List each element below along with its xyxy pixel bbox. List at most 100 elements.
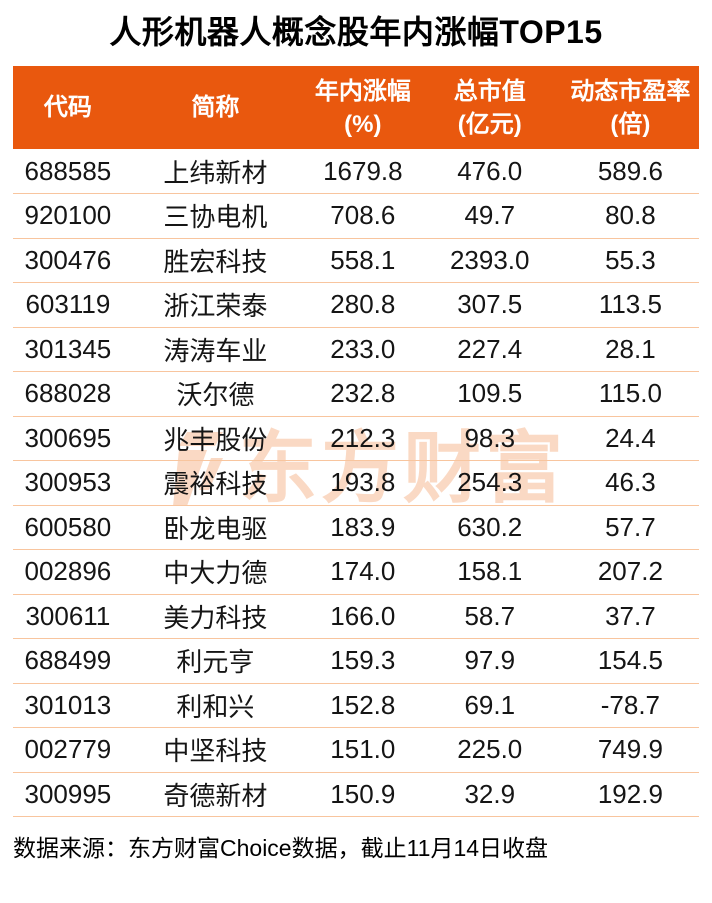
- table-header: 代码 简称 年内涨幅 (%) 总市值 (亿元) 动态市盈率 (倍): [13, 66, 699, 149]
- table-row: 920100 三协电机 708.6 49.7 80.8: [13, 193, 699, 239]
- cell-name: 沃尔德: [122, 371, 308, 417]
- cell-pe: 46.3: [561, 460, 699, 506]
- cell-cap: 32.9: [417, 772, 562, 817]
- cell-cap: 98.3: [417, 416, 562, 461]
- cell-name: 奇德新材: [122, 772, 308, 817]
- cell-gain: 708.6: [307, 193, 418, 239]
- cell-pe: 113.5: [561, 282, 699, 328]
- cell-cap: 227.4: [417, 327, 562, 372]
- cell-code: 002896: [13, 549, 123, 595]
- cell-code: 301013: [13, 683, 123, 728]
- cell-code: 300611: [13, 594, 123, 639]
- table-row: 301345 涛涛车业 233.0 227.4 28.1: [13, 327, 699, 372]
- header-row: 代码 简称 年内涨幅 (%) 总市值 (亿元) 动态市盈率 (倍): [13, 66, 699, 149]
- cell-gain: 159.3: [307, 638, 418, 684]
- table-row: 300953 震裕科技 193.8 254.3 46.3: [13, 460, 699, 506]
- data-table: 代码 简称 年内涨幅 (%) 总市值 (亿元) 动态市盈率 (倍) 688585 上纬新材 167…: [13, 66, 699, 817]
- cell-cap: 69.1: [417, 683, 562, 728]
- cell-name: 胜宏科技: [122, 238, 308, 283]
- cell-cap: 254.3: [417, 460, 562, 506]
- page-title: 人形机器人概念股年内涨幅TOP15: [109, 14, 603, 50]
- cell-code: 688585: [13, 149, 123, 194]
- cell-name: 震裕科技: [122, 460, 308, 506]
- cell-gain: 280.8: [307, 282, 418, 328]
- cell-pe: 192.9: [561, 772, 699, 817]
- cell-name: 中坚科技: [122, 727, 308, 773]
- stock-table: 东方财富 代码 简称 年内涨幅 (%) 总市值 (亿元) 动态市盈率 (倍) 688585 上纬…: [13, 66, 699, 817]
- cell-gain: 166.0: [307, 594, 418, 639]
- cell-code: 920100: [13, 193, 123, 239]
- cell-gain: 193.8: [307, 460, 418, 506]
- cell-pe: 37.7: [561, 594, 699, 639]
- table-row: 300476 胜宏科技 558.1 2393.0 55.3: [13, 238, 699, 283]
- table-row: 688499 利元亨 159.3 97.9 154.5: [13, 638, 699, 684]
- column-header-pe: 动态市盈率 (倍): [570, 77, 691, 138]
- column-header-name: 简称: [191, 94, 240, 121]
- cell-name: 浙江荣泰: [122, 282, 308, 328]
- cell-cap: 109.5: [417, 371, 562, 417]
- cell-code: 300953: [13, 460, 123, 506]
- cell-gain: 232.8: [307, 371, 418, 417]
- cell-cap: 97.9: [417, 638, 562, 684]
- cell-code: 301345: [13, 327, 123, 372]
- cell-pe: 115.0: [561, 371, 699, 417]
- cell-code: 603119: [13, 282, 123, 328]
- table-body: 688585 上纬新材 1679.8 476.0 589.6 920100 三协电机 708.…: [13, 149, 699, 817]
- table-row: 002779 中坚科技 151.0 225.0 749.9: [13, 727, 699, 773]
- table-row: 300611 美力科技 166.0 58.7 37.7: [13, 594, 699, 639]
- cell-name: 中大力德: [122, 549, 308, 595]
- cell-name: 利元亨: [122, 638, 308, 684]
- cell-gain: 212.3: [307, 416, 418, 461]
- cell-cap: 2393.0: [417, 238, 562, 283]
- table-row: 300695 兆丰股份 212.3 98.3 24.4: [13, 416, 699, 461]
- cell-cap: 49.7: [417, 193, 562, 239]
- table-row: 603119 浙江荣泰 280.8 307.5 113.5: [13, 282, 699, 328]
- table-row: 600580 卧龙电驱 183.9 630.2 57.7: [13, 505, 699, 550]
- cell-code: 300476: [13, 238, 123, 283]
- cell-pe: 24.4: [561, 416, 699, 461]
- cell-pe: 749.9: [561, 727, 699, 773]
- cell-name: 美力科技: [122, 594, 308, 639]
- cell-name: 利和兴: [122, 683, 308, 728]
- cell-cap: 630.2: [417, 505, 562, 550]
- cell-name: 兆丰股份: [122, 416, 308, 461]
- cell-pe: -78.7: [561, 683, 699, 728]
- table-row: 688028 沃尔德 232.8 109.5 115.0: [13, 371, 699, 417]
- table-row: 300995 奇德新材 150.9 32.9 192.9: [13, 772, 699, 817]
- cell-gain: 150.9: [307, 772, 418, 817]
- cell-name: 上纬新材: [122, 149, 308, 194]
- cell-code: 600580: [13, 505, 123, 550]
- cell-name: 涛涛车业: [122, 327, 308, 372]
- cell-pe: 589.6: [561, 149, 699, 194]
- cell-pe: 57.7: [561, 505, 699, 550]
- cell-gain: 233.0: [307, 327, 418, 372]
- cell-code: 300695: [13, 416, 123, 461]
- cell-name: 三协电机: [122, 193, 308, 239]
- cell-code: 688028: [13, 371, 123, 417]
- cell-cap: 158.1: [417, 549, 562, 595]
- cell-cap: 58.7: [417, 594, 562, 639]
- table-row: 301013 利和兴 152.8 69.1 -78.7: [13, 683, 699, 728]
- cell-cap: 476.0: [417, 149, 562, 194]
- cell-gain: 558.1: [307, 238, 418, 283]
- cell-name: 卧龙电驱: [122, 505, 308, 550]
- cell-pe: 207.2: [561, 549, 699, 595]
- cell-cap: 307.5: [417, 282, 562, 328]
- cell-code: 300995: [13, 772, 123, 817]
- column-header-cap: 总市值 (亿元): [453, 77, 526, 138]
- cell-pe: 80.8: [561, 193, 699, 239]
- column-header-gain: 年内涨幅 (%): [314, 77, 411, 138]
- table-row: 002896 中大力德 174.0 158.1 207.2: [13, 549, 699, 595]
- cell-pe: 28.1: [561, 327, 699, 372]
- cell-code: 688499: [13, 638, 123, 684]
- cell-code: 002779: [13, 727, 123, 773]
- column-header-code: 代码: [43, 94, 92, 121]
- cell-gain: 152.8: [307, 683, 418, 728]
- cell-cap: 225.0: [417, 727, 562, 773]
- cell-pe: 154.5: [561, 638, 699, 684]
- cell-pe: 55.3: [561, 238, 699, 283]
- source-note: 数据来源：东方财富Choice数据，截止11月14日收盘: [13, 835, 549, 861]
- cell-gain: 183.9: [307, 505, 418, 550]
- cell-gain: 151.0: [307, 727, 418, 773]
